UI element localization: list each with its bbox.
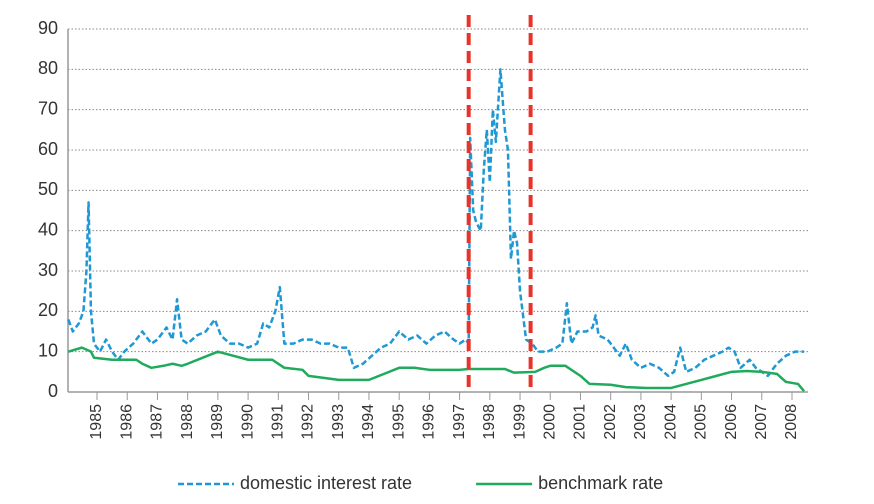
x-tick-label: 1998 bbox=[481, 404, 498, 440]
y-tick-label: 50 bbox=[38, 179, 58, 199]
x-tick-label: 1992 bbox=[300, 404, 317, 440]
x-tick-label: 1988 bbox=[179, 404, 196, 440]
x-tick-label: 2002 bbox=[602, 404, 619, 440]
x-tick-label: 1999 bbox=[511, 404, 528, 440]
x-tick-label: 1997 bbox=[451, 404, 468, 440]
x-tick-label: 2008 bbox=[783, 404, 800, 440]
y-tick-label: 90 bbox=[38, 18, 58, 38]
series-line bbox=[67, 68, 805, 378]
x-tick-label: 2004 bbox=[662, 404, 679, 440]
x-tick-label: 1993 bbox=[330, 404, 347, 440]
legend-label: benchmark rate bbox=[538, 473, 663, 493]
x-tick-label: 1986 bbox=[118, 404, 135, 440]
x-tick-label: 1996 bbox=[421, 404, 438, 440]
y-tick-label: 80 bbox=[38, 58, 58, 78]
x-tick-label: 2000 bbox=[541, 404, 558, 440]
x-tick-label: 2007 bbox=[753, 404, 770, 440]
x-tick-label: 2006 bbox=[723, 404, 740, 440]
y-tick-label: 60 bbox=[38, 139, 58, 159]
x-tick-label: 1985 bbox=[88, 404, 105, 440]
x-tick-label: 2005 bbox=[693, 404, 710, 440]
x-tick-label: 1991 bbox=[270, 404, 287, 440]
series-line bbox=[67, 346, 806, 392]
y-tick-label: 70 bbox=[38, 98, 58, 118]
x-tick-label: 2001 bbox=[572, 404, 589, 440]
x-tick-label: 2003 bbox=[632, 404, 649, 440]
y-tick-label: 20 bbox=[38, 300, 58, 320]
x-tick-label: 1994 bbox=[360, 404, 377, 440]
y-tick-label: 10 bbox=[38, 340, 58, 360]
y-tick-label: 40 bbox=[38, 219, 58, 239]
x-tick-label: 1995 bbox=[390, 404, 407, 440]
y-tick-label: 30 bbox=[38, 260, 58, 280]
x-tick-label: 1987 bbox=[149, 404, 166, 440]
x-tick-label: 1989 bbox=[209, 404, 226, 440]
legend-label: domestic interest rate bbox=[240, 473, 412, 493]
y-tick-label: 0 bbox=[48, 381, 58, 401]
x-tick-label: 1990 bbox=[239, 404, 256, 440]
